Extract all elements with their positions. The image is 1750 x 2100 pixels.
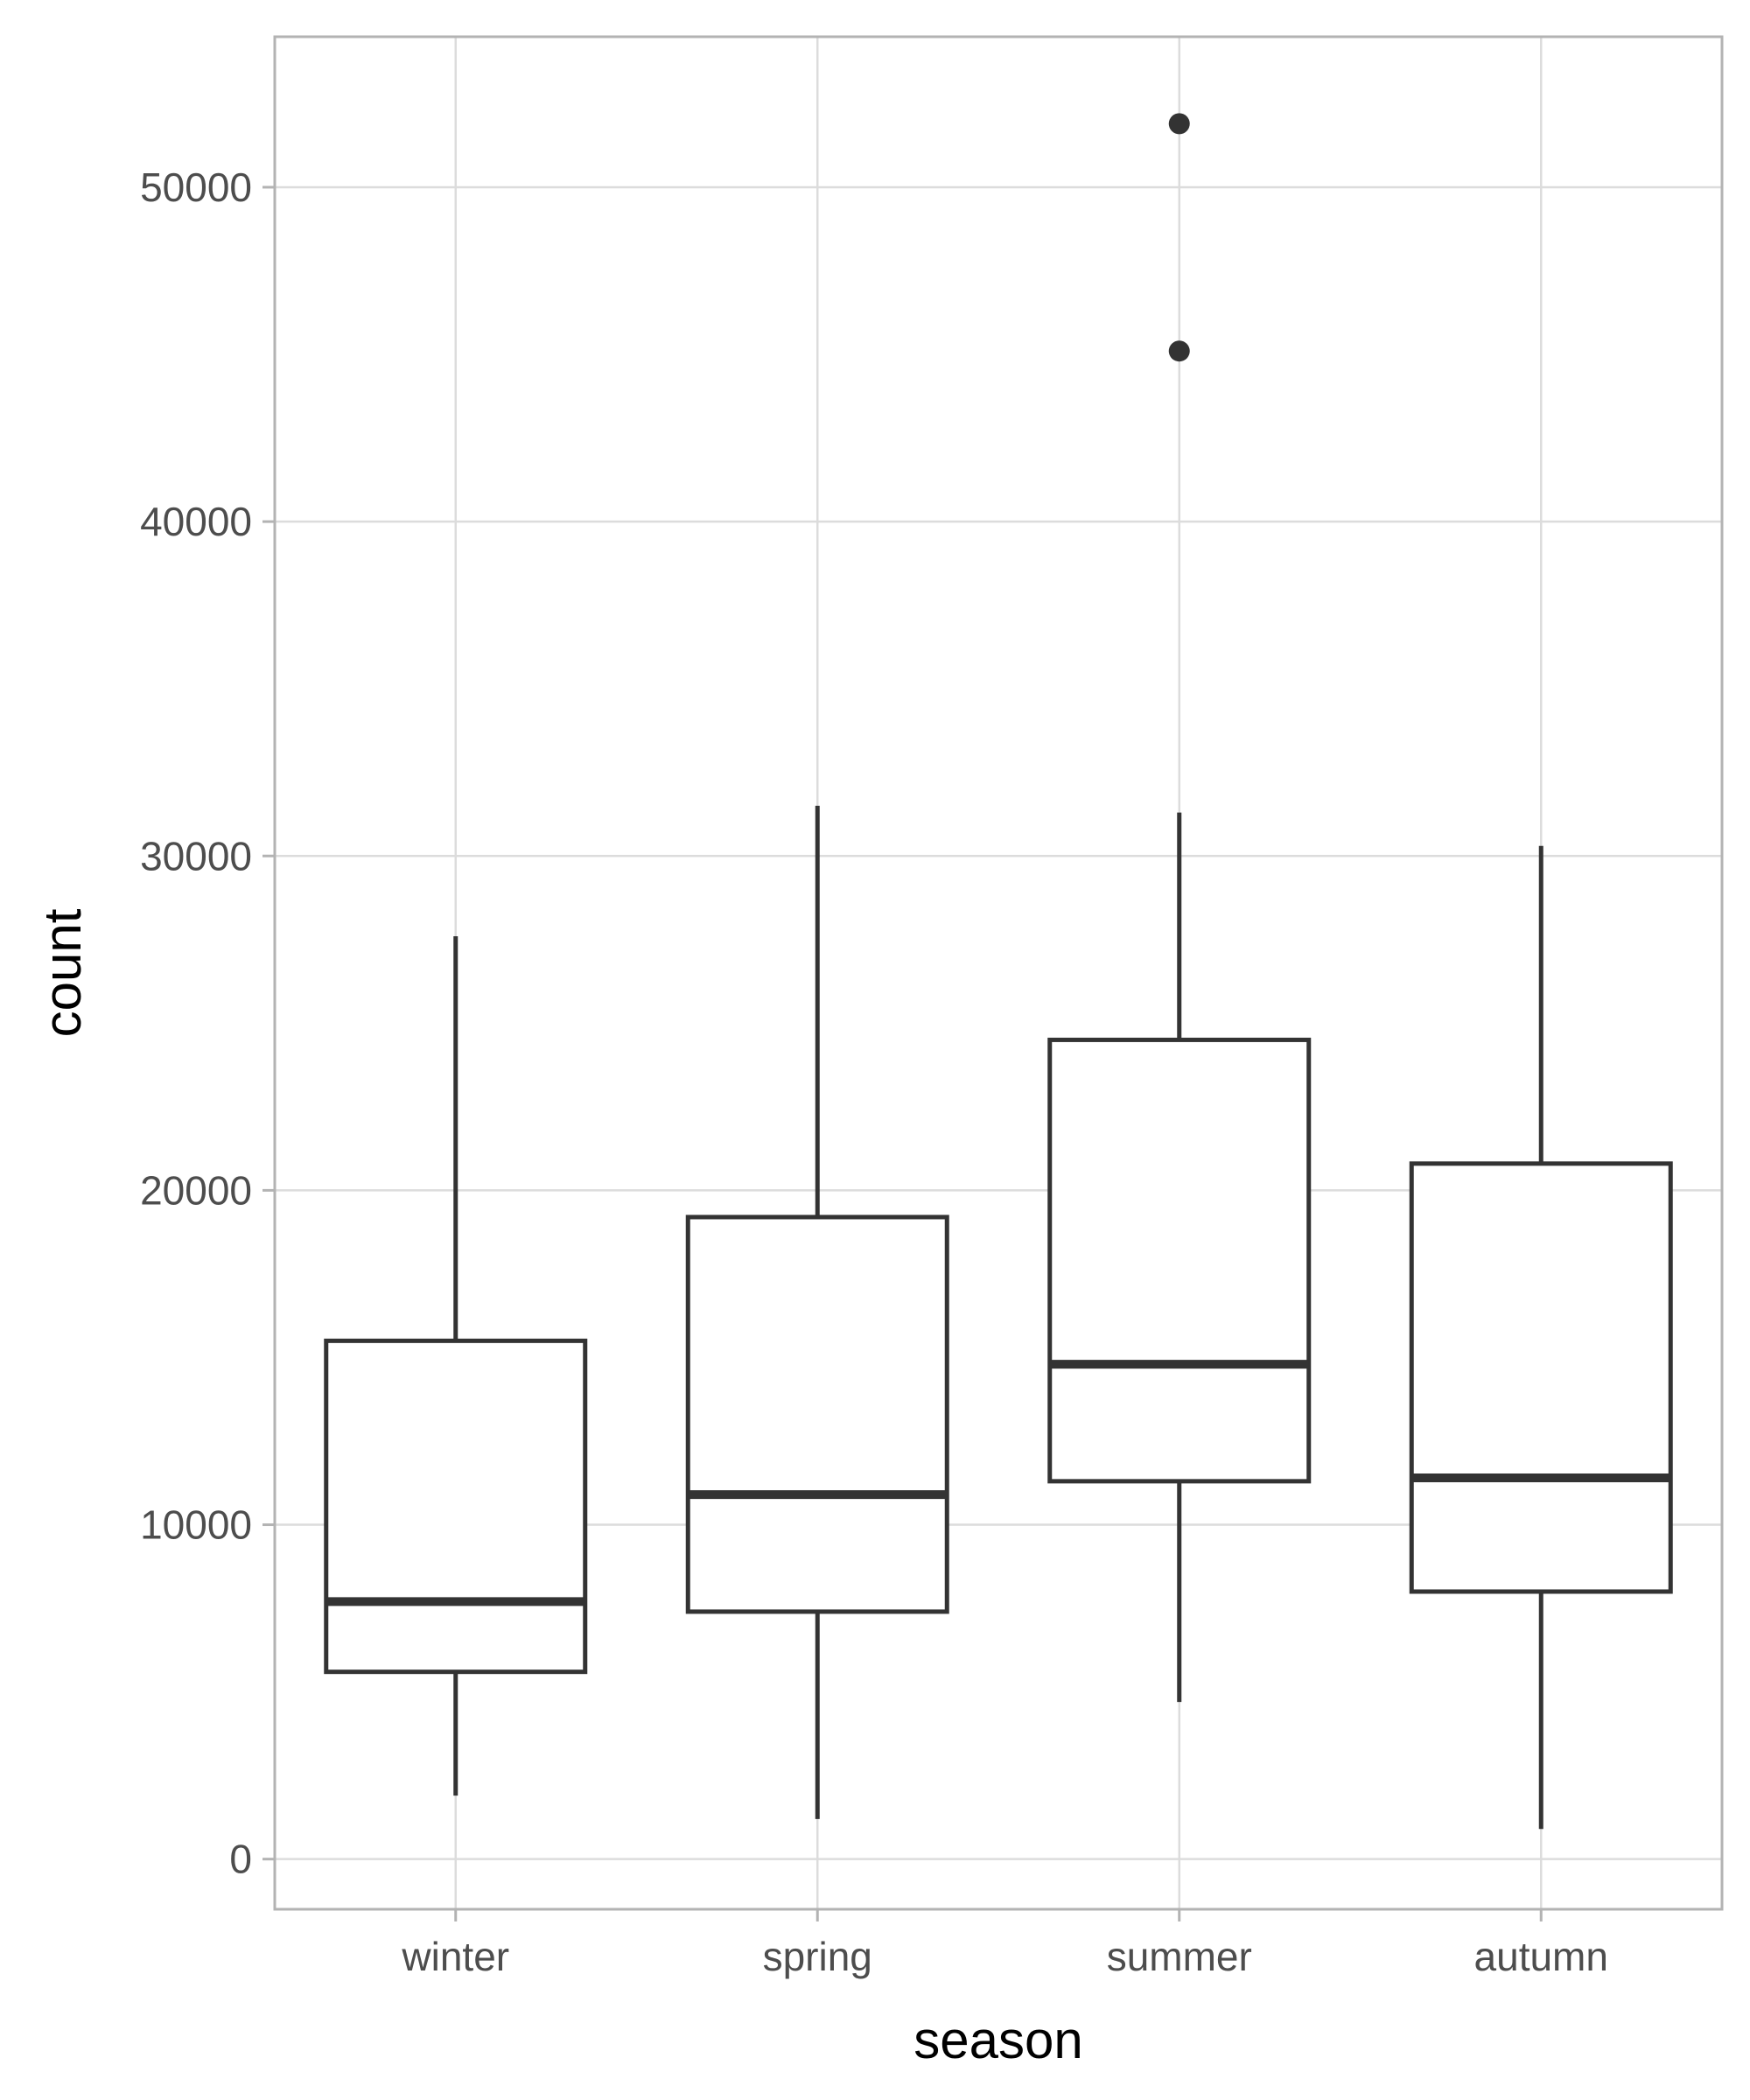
box-spring	[685, 805, 949, 1819]
y-tick-label: 30000	[140, 833, 252, 878]
label-layer: 0 10000 20000 30000 40000 50000 winter spring su…	[140, 164, 1608, 1979]
box-layer	[324, 113, 1673, 1830]
y-tick-label: 0	[229, 1837, 252, 1882]
x-tick-label-summer: summer	[1107, 1934, 1252, 1979]
y-tick-label: 50000	[140, 164, 252, 210]
panel-border	[273, 35, 1724, 1911]
y-tick-label: 10000	[140, 1502, 252, 1548]
y-tick-label: 40000	[140, 499, 252, 544]
y-tick-label: 20000	[140, 1167, 252, 1213]
iqr-box	[685, 1214, 949, 1614]
x-axis-title: season	[914, 2011, 1082, 2069]
frame-layer	[262, 35, 1724, 1922]
box-winter	[324, 935, 588, 1796]
outlier-point	[1168, 113, 1190, 135]
iqr-box	[1409, 1161, 1673, 1594]
x-tick-label-autumn: autumn	[1474, 1934, 1608, 1979]
x-tick-label-winter: winter	[401, 1934, 509, 1979]
y-axis-title: count	[33, 908, 92, 1037]
outlier-point	[1168, 340, 1190, 362]
x-tick-label-spring: spring	[763, 1934, 872, 1979]
box-autumn	[1409, 845, 1673, 1830]
iqr-box	[324, 1338, 588, 1675]
box-summer	[1047, 113, 1312, 1703]
iqr-box	[1047, 1037, 1312, 1484]
